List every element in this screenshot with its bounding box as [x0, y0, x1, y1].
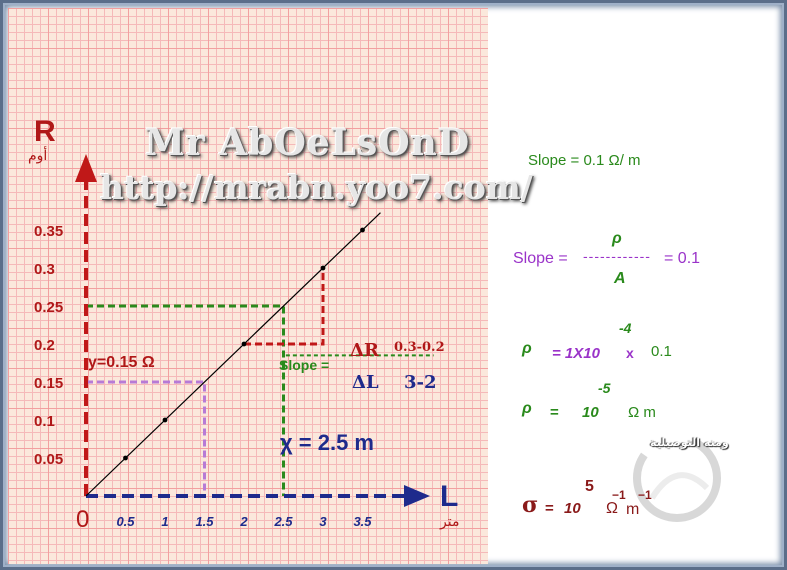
eq3-times: x	[626, 345, 634, 361]
y-tick-label: 0.15	[34, 375, 63, 392]
eq3-value: 0.1	[651, 343, 672, 360]
eq-slope-value: = 0.1	[664, 250, 701, 267]
x-tick-label: 2	[239, 514, 248, 529]
x-tick-label: 0.5	[116, 514, 135, 529]
y-tick-label: 0.25	[34, 299, 63, 316]
data-point	[320, 265, 326, 271]
series-line	[85, 212, 381, 497]
x-tick-label: 1.5	[195, 514, 214, 529]
delta-l: ΔL	[352, 372, 379, 393]
y-tick-label: 0.3	[34, 261, 55, 278]
x-axis-label: L	[440, 480, 459, 513]
eq3-rho: ρ	[522, 340, 532, 357]
eq-rho-numerator: ρ	[612, 230, 622, 247]
eq5-unit-ohm: Ω	[606, 500, 618, 517]
guide-purple	[86, 380, 206, 496]
eq-slope-unit: Slope = 0.1 Ω/ m	[528, 152, 641, 169]
y-axis-unit: أوم	[28, 148, 48, 164]
eq5-ohm-exponent: −1	[612, 488, 626, 502]
eq5-base: 10	[564, 500, 581, 517]
data-point	[360, 227, 365, 233]
eq3-body: = 1X10	[552, 345, 600, 362]
x-axis-unit: متر	[440, 514, 460, 530]
watermark-author: Mr AbOeLsOnD	[145, 122, 471, 164]
guide-green	[86, 304, 285, 496]
eq4-equals: =	[550, 404, 559, 421]
swirl-logo	[633, 434, 721, 522]
eq4-exponent: -5	[598, 380, 611, 396]
eq3-exponent: -4	[619, 320, 632, 336]
eq5-exponent: 5	[585, 478, 594, 495]
eq5-sigma: σ	[522, 492, 539, 518]
eq-area-denominator: A	[614, 270, 626, 287]
slope-label: Slope =	[279, 357, 330, 373]
slope-denominator: 3-2	[404, 372, 437, 393]
eq4-rho: ρ	[522, 400, 532, 417]
slope-numerator: 0.3-0.2	[394, 340, 445, 355]
data-point	[123, 455, 128, 461]
slope-triangle	[244, 268, 325, 346]
y-axis-arrow	[75, 154, 97, 182]
arabic-conductivity-note: ومنه التوصيلية	[650, 436, 729, 449]
x-tick-label: 2.5	[273, 514, 293, 529]
data-point	[241, 341, 247, 347]
x-tick-label: 1	[161, 514, 168, 529]
chi-annotation: χ = 2.5 m	[280, 430, 374, 455]
eq5-unit-m: m	[626, 501, 640, 518]
x-axis-arrow	[404, 485, 430, 507]
eq4-unit: Ω m	[628, 404, 656, 421]
y-value-annotation: y=0.15 Ω	[88, 354, 155, 371]
x-tick-label: 3	[319, 514, 327, 529]
eq-fraction-bar: ------------	[583, 248, 651, 264]
y-tick-label: 0.1	[34, 413, 55, 430]
watermark-url[interactable]: http://mrabn.yoo7.com/	[100, 168, 533, 207]
origin-label: 0	[76, 506, 90, 533]
delta-r: ΔR	[350, 340, 379, 361]
x-tick-label: 3.5	[353, 514, 372, 529]
data-point	[162, 417, 168, 423]
eq5-equals: =	[545, 500, 554, 517]
y-axis-label: R	[34, 115, 56, 148]
eq-slope-label: Slope =	[513, 250, 568, 267]
eq4-base: 10	[582, 404, 599, 421]
y-tick-label: 0.05	[34, 451, 63, 468]
y-tick-label: 0.2	[34, 337, 55, 354]
y-tick-label: 0.35	[34, 223, 63, 240]
eq5-m-exponent: −1	[638, 488, 652, 502]
